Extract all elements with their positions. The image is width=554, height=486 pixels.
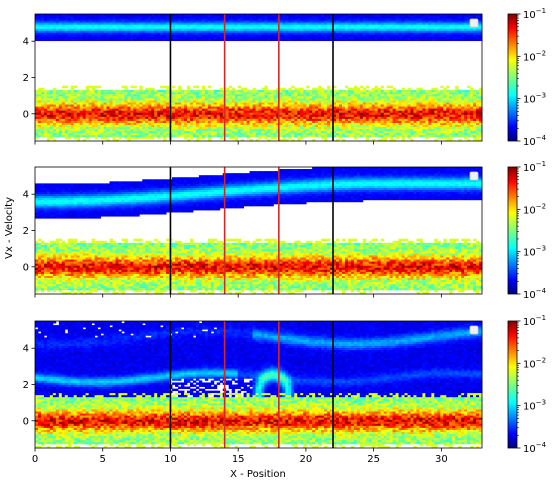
y-tick-label-top-2: 4 xyxy=(23,37,29,48)
colorbar-bar-bottom xyxy=(508,321,517,448)
colorbar-tick-label-bottom-0: 10−4 xyxy=(523,441,547,455)
x-tick-label-bottom-5: 25 xyxy=(367,454,380,465)
colorbar-tick-label-bottom-1: 10−3 xyxy=(523,399,546,413)
colorbar-top: 10−4 10−3 10−2 10−1 xyxy=(508,7,547,148)
colorbar-tick-label-middle-2: 10−2 xyxy=(523,202,546,216)
colorbar-tick-label-middle-0: 10−4 xyxy=(523,287,547,301)
colorbar-bar-middle xyxy=(508,167,517,294)
y-tick-label-bottom-0: 0 xyxy=(23,416,29,427)
y-tick-label-bottom-2: 4 xyxy=(23,344,29,355)
colorbar-tick-label-bottom-3: 10−1 xyxy=(523,314,546,328)
colorbar-tick-label-bottom-2: 10−2 xyxy=(523,356,546,370)
x-tick-label-bottom-1: 5 xyxy=(100,454,106,465)
y-tick-label-middle-1: 2 xyxy=(23,226,29,237)
colorbar-tick-label-top-3: 10−1 xyxy=(523,7,546,21)
heatmap-cells-bottom xyxy=(35,321,482,448)
x-tick-label-bottom-3: 15 xyxy=(232,454,245,465)
panels: 0 2 4 10−4 10−3 10−2 10−1 0 2 4 10−4 10−3 10−2 10−1 0 2… xyxy=(23,7,547,465)
x-axis-title: X - Position xyxy=(230,469,286,480)
colorbar-middle: 10−4 10−3 10−2 10−1 xyxy=(508,160,547,301)
y-tick-label-top-0: 0 xyxy=(23,109,29,120)
panel-middle: 0 2 4 10−4 10−3 10−2 10−1 xyxy=(23,160,547,301)
colorbar-tick-label-middle-3: 10−1 xyxy=(523,160,546,174)
x-tick-label-bottom-0: 0 xyxy=(32,454,38,465)
colorbar-tick-label-top-2: 10−2 xyxy=(523,49,546,63)
y-tick-label-top-1: 2 xyxy=(23,73,29,84)
y-axis-title: Vx - Velocity xyxy=(4,197,15,259)
panel-top: 0 2 4 10−4 10−3 10−2 10−1 xyxy=(23,7,547,148)
legend-box-top xyxy=(470,19,478,27)
y-tick-label-middle-2: 4 xyxy=(23,190,29,201)
legend-box-middle xyxy=(470,172,478,180)
y-tick-label-bottom-1: 2 xyxy=(23,380,29,391)
y-tick-label-middle-0: 0 xyxy=(23,262,29,273)
colorbar-bar-top xyxy=(508,14,517,141)
x-tick-label-bottom-6: 30 xyxy=(435,454,448,465)
x-tick-label-bottom-4: 20 xyxy=(300,454,313,465)
legend-box-bottom xyxy=(470,326,478,334)
colorbar-tick-label-middle-1: 10−3 xyxy=(523,245,546,259)
x-tick-label-bottom-2: 10 xyxy=(164,454,177,465)
panel-bottom: 0 2 4 0 5 10 15 20 25 30 10−4 10−3 10−2 10−1 xyxy=(23,314,547,465)
colorbar-bottom: 10−4 10−3 10−2 10−1 xyxy=(508,314,547,455)
colorbar-tick-label-top-0: 10−4 xyxy=(523,134,547,148)
colorbar-tick-label-top-1: 10−3 xyxy=(523,92,546,106)
